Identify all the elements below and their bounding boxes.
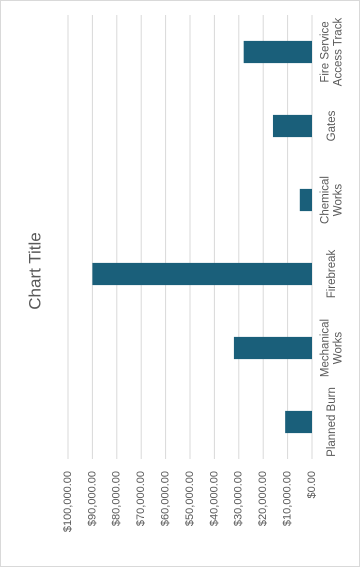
- bars: [92, 40, 313, 434]
- bar: [243, 40, 312, 64]
- tick-label: $30,000.00: [233, 471, 245, 526]
- tick-label: $90,000.00: [86, 471, 98, 526]
- bar: [272, 114, 312, 138]
- bar: [92, 262, 313, 286]
- chart-title: Chart Title: [25, 232, 44, 309]
- category-label: Firebreak: [326, 249, 338, 298]
- category-label-line: Access Track: [333, 18, 345, 87]
- tick-label: $20,000.00: [257, 471, 269, 526]
- tick-label: $80,000.00: [111, 471, 123, 526]
- value-axis-ticks: $0.00 $10,000.00 $20,000.00 $30,000.00 $40,0…: [62, 471, 318, 532]
- category-label: Gates: [326, 110, 338, 141]
- category-label: Fire Service Access Track: [320, 18, 345, 87]
- category-label-line: Mechanical: [320, 319, 332, 377]
- category-label-line: Fire Service: [320, 21, 332, 82]
- tick-label: $100,000.00: [62, 471, 74, 532]
- category-label: Mechanical Works: [320, 319, 345, 377]
- tick-label: $70,000.00: [135, 471, 147, 526]
- category-label-line: Gates: [326, 110, 338, 141]
- bar: [299, 188, 312, 212]
- category-label: Planned Burn: [326, 387, 338, 457]
- category-label-line: Works: [333, 332, 345, 365]
- tick-label: $50,000.00: [184, 471, 196, 526]
- tick-label: $0.00: [306, 471, 318, 499]
- category-label: Chemical Works: [320, 176, 345, 224]
- bar: [285, 410, 312, 434]
- tick-label: $60,000.00: [160, 471, 172, 526]
- tick-label: $10,000.00: [282, 471, 294, 526]
- category-label-line: Works: [333, 184, 345, 217]
- category-label-line: Planned Burn: [326, 387, 338, 457]
- bar: [233, 336, 312, 360]
- category-label-line: Chemical: [320, 176, 332, 224]
- gridlines: [67, 15, 313, 459]
- tick-label: $40,000.00: [208, 471, 220, 526]
- category-label-line: Firebreak: [326, 249, 338, 298]
